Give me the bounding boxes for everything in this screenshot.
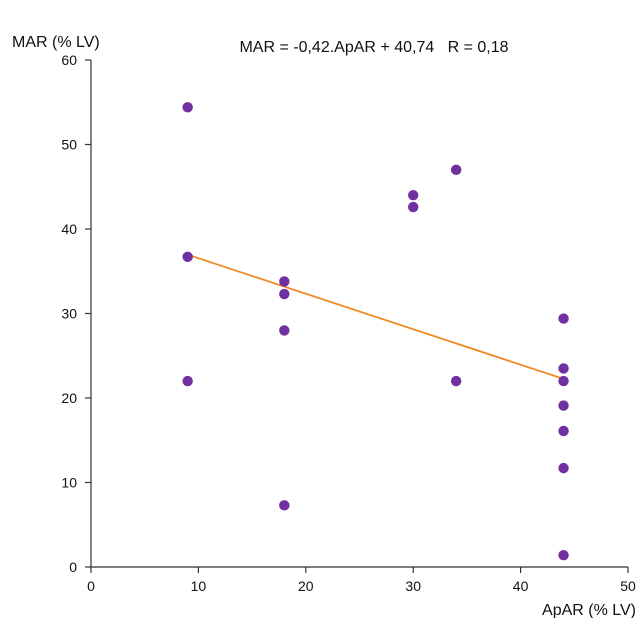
data-point xyxy=(279,500,290,511)
data-point xyxy=(408,201,419,213)
regression-equation: MAR = -0,42.ApAR + 40,74 R = 0,18 xyxy=(239,39,508,56)
x-tick-label: 50 xyxy=(620,578,636,594)
y-tick-label: 50 xyxy=(61,137,77,153)
data-point xyxy=(558,549,569,561)
data-point xyxy=(558,462,569,474)
data-point xyxy=(558,425,569,437)
y-tick-label: 60 xyxy=(61,52,77,68)
data-point xyxy=(279,276,290,287)
y-tick-label: 40 xyxy=(61,221,77,237)
data-points xyxy=(182,102,569,561)
x-ticks: 0 10 20 30 40 50 xyxy=(87,567,636,594)
data-point xyxy=(558,375,569,387)
x-tick-label: 30 xyxy=(405,578,421,594)
axes: 0 10 20 30 40 50 60 0 10 20 30 40 50 xyxy=(61,52,636,594)
y-tick-label: 30 xyxy=(61,306,77,322)
data-point xyxy=(182,375,193,387)
data-point xyxy=(182,251,193,263)
y-tick-label: 20 xyxy=(61,390,77,406)
y-ticks: 0 10 20 30 40 50 60 xyxy=(61,52,91,575)
data-point xyxy=(450,164,462,176)
trendline xyxy=(187,253,564,380)
x-tick-label: 20 xyxy=(298,578,314,594)
data-point xyxy=(279,325,290,336)
x-tick-label: 40 xyxy=(513,578,529,594)
data-point xyxy=(558,313,569,324)
y-tick-label: 0 xyxy=(69,559,77,575)
y-tick-label: 10 xyxy=(61,475,77,491)
y-axis-title: MAR (% LV) xyxy=(12,34,100,51)
data-point xyxy=(558,363,569,374)
data-point xyxy=(450,375,462,387)
data-point xyxy=(408,190,419,201)
x-tick-label: 0 xyxy=(87,578,95,594)
data-point xyxy=(182,102,193,113)
data-point xyxy=(558,400,569,411)
x-tick-label: 10 xyxy=(191,578,207,594)
x-axis-title: ApAR (% LV) xyxy=(542,602,636,618)
data-point xyxy=(279,288,290,300)
